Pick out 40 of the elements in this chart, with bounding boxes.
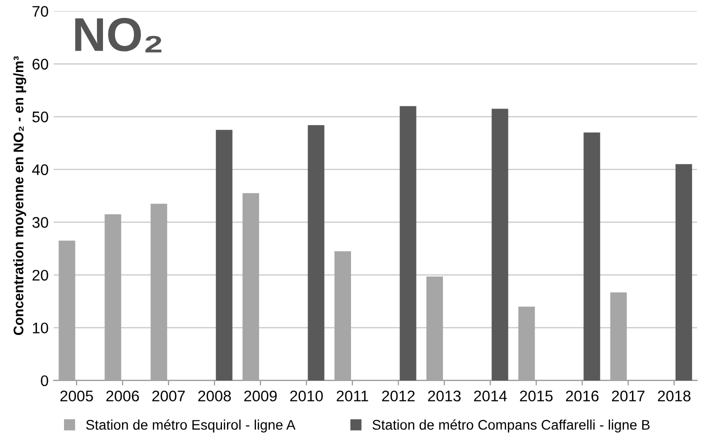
bar xyxy=(58,240,76,380)
x-tick-label: 2010 xyxy=(290,390,323,402)
x-tick-label: 2008 xyxy=(198,390,231,402)
y-tick-label: 70 xyxy=(32,6,48,17)
y-axis-title: Concentration moyenne en NO₂ - en µg/m³ xyxy=(13,56,26,336)
legend-label: Station de métro Compans Caffarelli - ligne B xyxy=(372,419,650,432)
bar xyxy=(610,292,627,380)
bar xyxy=(676,164,692,380)
chart-title: NO₂ xyxy=(75,18,162,52)
bar xyxy=(400,106,416,380)
bar xyxy=(492,108,508,380)
legend-label: Station de métro Esquirol - ligne A xyxy=(86,419,296,432)
y-tick-label: 30 xyxy=(32,217,48,228)
x-tick-label: 2012 xyxy=(382,390,415,402)
x-tick-label: 2011 xyxy=(336,390,368,402)
x-tick-label: 2017 xyxy=(612,390,644,402)
x-tick-label: 2005 xyxy=(60,390,93,402)
x-tick-label: 2013 xyxy=(428,390,461,402)
x-tick-label: 2009 xyxy=(244,390,277,402)
bar xyxy=(104,214,122,380)
x-tick-label: 2014 xyxy=(474,390,507,402)
y-tick-label: 40 xyxy=(32,164,48,176)
bar xyxy=(308,125,324,380)
bar xyxy=(150,204,168,380)
x-tick-label: 2006 xyxy=(106,390,139,402)
x-tick-label: 2015 xyxy=(520,390,553,402)
bar xyxy=(426,276,443,380)
bar xyxy=(242,193,260,380)
bar xyxy=(518,306,535,380)
y-tick-label: 60 xyxy=(32,58,48,70)
x-tick-label: 2016 xyxy=(566,390,599,402)
y-tick-label: 0 xyxy=(40,375,48,386)
y-tick-label: 10 xyxy=(32,322,48,334)
bar xyxy=(584,132,600,380)
bar xyxy=(216,130,232,380)
x-tick-label: 2018 xyxy=(658,390,690,402)
x-tick-label: 2007 xyxy=(152,390,185,402)
y-tick-label: 50 xyxy=(32,112,48,122)
bar xyxy=(334,251,352,380)
y-tick-label: 20 xyxy=(32,270,48,281)
